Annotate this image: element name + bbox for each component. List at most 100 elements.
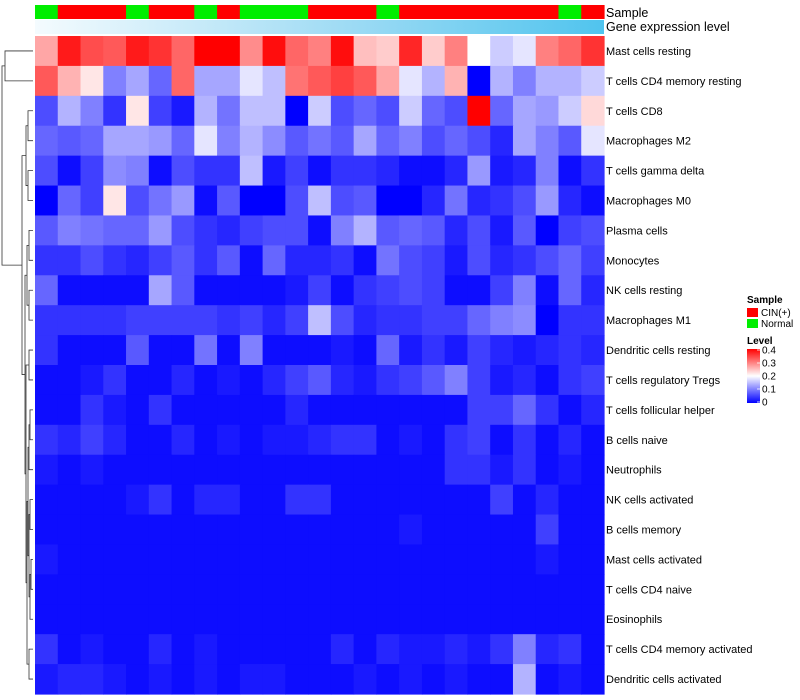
heatmap-cell [171, 65, 195, 97]
heatmap-cell [171, 424, 195, 456]
heatmap-cell [103, 305, 127, 336]
heatmap-cell [80, 335, 104, 366]
heatmap-cell [239, 36, 264, 67]
heatmap-cell [171, 185, 195, 217]
heatmap-cell [512, 215, 537, 246]
heatmap-cell [308, 245, 332, 276]
heatmap-cell [103, 604, 127, 635]
heatmap-cell [581, 574, 605, 605]
heatmap-cell [194, 394, 218, 426]
heatmap-cell [35, 365, 59, 396]
heatmap-cell [376, 305, 400, 336]
heatmap-cell [126, 185, 150, 217]
heatmap-cell [376, 335, 400, 366]
heatmap-cell [581, 185, 605, 217]
heatmap-cell [308, 424, 332, 456]
heatmap-cell [535, 634, 560, 665]
heatmap-cell [35, 664, 59, 695]
heatmap-cell [217, 275, 241, 306]
legend-tick-label: 0.3 [762, 359, 776, 370]
heatmap-cell [194, 125, 218, 157]
sample-annotation-cell [535, 5, 560, 19]
annotation-label-expression: Gene expression level [606, 20, 730, 34]
dendrogram-branch [29, 573, 33, 620]
heatmap-cell [57, 36, 82, 67]
heatmap-cell [444, 574, 469, 605]
heatmap-cell [285, 544, 309, 575]
heatmap-cell [330, 604, 355, 635]
heatmap-cell [490, 574, 514, 605]
sample-annotation-cell [490, 5, 514, 19]
heatmap-cell [467, 65, 491, 97]
heatmap-cell [35, 305, 59, 336]
heatmap-cell [194, 604, 218, 635]
sample-annotation-cell [262, 5, 286, 19]
heatmap-cell [217, 365, 241, 396]
heatmap-cell [399, 454, 423, 486]
dendrogram-branch [29, 409, 33, 441]
heatmap-cell [126, 335, 150, 366]
heatmap-cell [581, 424, 605, 456]
heatmap-cell [126, 65, 150, 97]
heatmap-cell [581, 65, 605, 97]
heatmap-cell [126, 394, 150, 426]
heatmap-cell [126, 424, 150, 456]
heatmap-cell [35, 245, 59, 276]
heatmap-cell [490, 185, 514, 217]
sample-annotation-cell [148, 5, 173, 19]
heatmap-cell [171, 454, 195, 486]
heatmap-cell [535, 155, 560, 187]
heatmap-cell [512, 604, 537, 635]
heatmap-cells [35, 36, 605, 695]
heatmap-cell [490, 65, 514, 97]
heatmap-cell [558, 215, 582, 246]
sample-annotation-cell [194, 5, 218, 19]
heatmap-cell [194, 574, 218, 605]
legend-colorbar [747, 349, 760, 403]
heatmap-cell [126, 574, 150, 605]
heatmap-cell [490, 36, 514, 67]
heatmap-cell [148, 394, 173, 426]
heatmap-cell [217, 215, 241, 246]
heatmap-cell [239, 95, 264, 127]
heatmap-cell [239, 245, 264, 276]
heatmap-cell [558, 484, 582, 516]
heatmap-cell [558, 574, 582, 605]
heatmap-cell [558, 275, 582, 306]
heatmap-cell [490, 305, 514, 336]
heatmap-cell [308, 634, 332, 665]
heatmap-cell [35, 275, 59, 306]
heatmap-cell [399, 245, 423, 276]
heatmap-cell [399, 305, 423, 336]
heatmap-cell [171, 215, 195, 246]
heatmap-cell [558, 335, 582, 366]
heatmap-cell [467, 125, 491, 157]
heatmap-cell [239, 634, 264, 665]
heatmap-cell [126, 275, 150, 306]
heatmap-cell [444, 365, 469, 396]
heatmap-cell [399, 574, 423, 605]
heatmap-cell [194, 634, 218, 665]
heatmap-cell [558, 634, 582, 665]
heatmap-cell [535, 424, 560, 456]
heatmap-cell [217, 394, 241, 426]
heatmap-cell [217, 95, 241, 127]
sample-annotation-cell [126, 5, 150, 19]
row-label: B cells naive [606, 435, 668, 447]
heatmap-cell [421, 394, 446, 426]
heatmap-cell [444, 394, 469, 426]
heatmap-cell [308, 155, 332, 187]
heatmap-cell [376, 634, 400, 665]
heatmap-cell [581, 514, 605, 546]
heatmap-cell [421, 215, 446, 246]
heatmap-cell [399, 604, 423, 635]
heatmap-cell [421, 185, 446, 217]
legend-tick-label: 0.1 [762, 385, 776, 396]
heatmap-cell [148, 185, 173, 217]
heatmap-cell [490, 634, 514, 665]
heatmap-cell [308, 664, 332, 695]
heatmap-cell [444, 604, 469, 635]
heatmap-cell [558, 36, 582, 67]
heatmap-cell [330, 424, 355, 456]
heatmap-cell [57, 664, 82, 695]
